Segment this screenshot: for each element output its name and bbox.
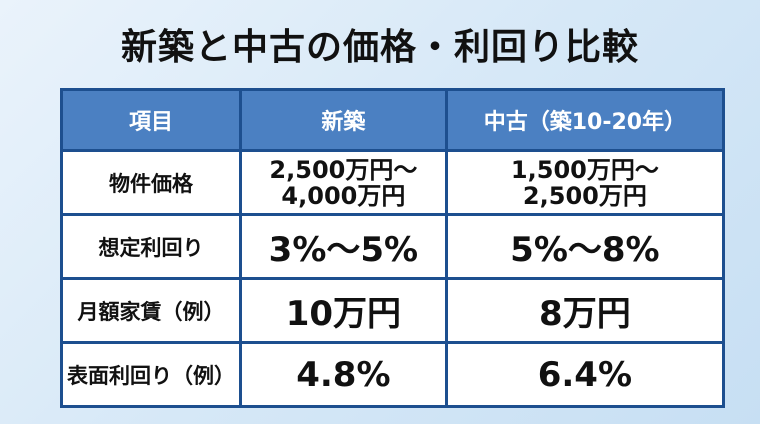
- cell-new: 3%〜5%: [239, 213, 448, 280]
- row-label: 月額家賃（例）: [60, 277, 242, 344]
- table-row: 月額家賃（例） 10万円 8万円: [60, 277, 726, 344]
- cell-used-text: 1,500万円〜 2,500万円: [510, 155, 659, 210]
- cell-used: 5%〜8%: [444, 213, 726, 280]
- row-label: 想定利回り: [60, 213, 242, 280]
- comparison-table: 項目 新築 中古（築10-20年） 物件価格 2,500万円〜 4,000万円 …: [60, 88, 726, 408]
- cell-new: 2,500万円〜 4,000万円: [239, 149, 448, 216]
- header-new: 新築: [239, 88, 448, 152]
- cell-new: 10万円: [239, 277, 448, 344]
- header-item: 項目: [60, 88, 242, 152]
- header-used: 中古（築10-20年）: [444, 88, 726, 152]
- table-row: 表面利回り（例） 4.8% 6.4%: [60, 341, 726, 408]
- cell-new: 4.8%: [239, 341, 448, 408]
- table-row: 物件価格 2,500万円〜 4,000万円 1,500万円〜 2,500万円: [60, 149, 726, 216]
- row-label: 表面利回り（例）: [60, 341, 242, 408]
- cell-new-text: 2,500万円〜 4,000万円: [269, 155, 418, 210]
- cell-used: 8万円: [444, 277, 726, 344]
- row-label: 物件価格: [60, 149, 242, 216]
- page-title: 新築と中古の価格・利回り比較: [120, 27, 639, 68]
- header-row: 項目 新築 中古（築10-20年）: [60, 88, 726, 152]
- cell-used: 6.4%: [444, 341, 726, 408]
- cell-used: 1,500万円〜 2,500万円: [444, 149, 726, 216]
- table-row: 想定利回り 3%〜5% 5%〜8%: [60, 213, 726, 280]
